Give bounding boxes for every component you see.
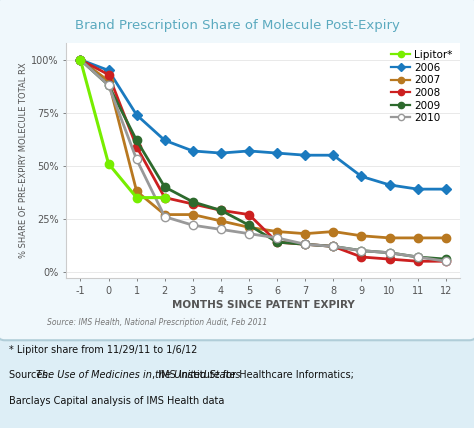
2008: [190, 202, 196, 207]
2009: [246, 223, 252, 228]
2010: [358, 248, 364, 253]
2008: [134, 144, 139, 149]
2006: [190, 149, 196, 154]
2008: [330, 244, 336, 249]
2009: [162, 184, 167, 190]
2007: [415, 235, 420, 241]
Text: , IMS Institute for Healthcare Informatics;: , IMS Institute for Healthcare Informati…: [152, 370, 354, 380]
X-axis label: MONTHS SINCE PATENT EXPIRY: MONTHS SINCE PATENT EXPIRY: [172, 300, 355, 310]
2008: [415, 259, 420, 264]
2007: [134, 189, 139, 194]
2008: [387, 256, 392, 262]
2010: [274, 235, 280, 241]
Lipitor*: [78, 57, 83, 62]
2010: [162, 214, 167, 219]
2006: [218, 151, 224, 156]
2010: [78, 57, 83, 62]
Line: 2007: 2007: [76, 56, 450, 242]
Text: Brand Prescription Share of Molecule Post-Expiry: Brand Prescription Share of Molecule Pos…: [74, 19, 400, 32]
Text: Barclays Capital analysis of IMS Health data: Barclays Capital analysis of IMS Health …: [9, 396, 225, 406]
2009: [78, 57, 83, 62]
Line: 2006: 2006: [77, 56, 449, 193]
Line: 2010: 2010: [76, 56, 450, 265]
2010: [302, 242, 308, 247]
2006: [415, 187, 420, 192]
2007: [162, 212, 167, 217]
Text: Source: IMS Health, National Prescription Audit, Feb 2011: Source: IMS Health, National Prescriptio…: [47, 318, 268, 327]
2006: [274, 151, 280, 156]
2009: [302, 242, 308, 247]
Line: 2008: 2008: [76, 56, 450, 265]
2007: [358, 233, 364, 238]
2006: [162, 138, 167, 143]
2009: [106, 83, 111, 88]
2008: [218, 208, 224, 213]
2007: [302, 231, 308, 236]
2010: [387, 250, 392, 256]
2008: [246, 212, 252, 217]
2007: [274, 229, 280, 234]
Lipitor*: [162, 195, 167, 200]
2006: [106, 68, 111, 73]
2010: [443, 259, 448, 264]
2007: [246, 225, 252, 230]
2010: [330, 244, 336, 249]
2007: [190, 212, 196, 217]
2007: [443, 235, 448, 241]
Text: Sources:: Sources:: [9, 370, 55, 380]
2009: [387, 250, 392, 256]
Line: Lipitor*: Lipitor*: [76, 56, 169, 202]
Text: * Lipitor share from 11/29/11 to 1/6/12: * Lipitor share from 11/29/11 to 1/6/12: [9, 345, 198, 354]
2008: [443, 259, 448, 264]
2010: [246, 231, 252, 236]
2009: [330, 244, 336, 249]
2008: [302, 242, 308, 247]
2007: [387, 235, 392, 241]
2009: [443, 256, 448, 262]
Y-axis label: % SHARE OF PRE-EXPIRY MOLECULE TOTAL RX: % SHARE OF PRE-EXPIRY MOLECULE TOTAL RX: [19, 62, 28, 259]
2007: [78, 57, 83, 62]
2006: [302, 153, 308, 158]
2007: [218, 218, 224, 223]
2009: [415, 254, 420, 259]
2008: [358, 254, 364, 259]
2009: [190, 199, 196, 205]
2009: [358, 248, 364, 253]
2006: [78, 57, 83, 62]
2009: [218, 208, 224, 213]
Text: The Use of Medicines in the United States: The Use of Medicines in the United State…: [36, 370, 240, 380]
2007: [330, 229, 336, 234]
2006: [387, 182, 392, 187]
2008: [162, 195, 167, 200]
2006: [358, 174, 364, 179]
2006: [246, 149, 252, 154]
2010: [415, 254, 420, 259]
Legend: Lipitor*, 2006, 2007, 2008, 2009, 2010: Lipitor*, 2006, 2007, 2008, 2009, 2010: [389, 48, 455, 125]
2008: [274, 240, 280, 245]
2007: [106, 78, 111, 83]
Lipitor*: [106, 161, 111, 166]
2006: [134, 112, 139, 117]
2008: [78, 57, 83, 62]
2009: [134, 138, 139, 143]
2010: [134, 157, 139, 162]
Line: 2009: 2009: [76, 56, 450, 263]
2010: [106, 83, 111, 88]
2006: [330, 153, 336, 158]
2008: [106, 72, 111, 77]
Lipitor*: [134, 195, 139, 200]
2006: [443, 187, 448, 192]
2010: [190, 223, 196, 228]
2010: [218, 227, 224, 232]
2009: [274, 240, 280, 245]
